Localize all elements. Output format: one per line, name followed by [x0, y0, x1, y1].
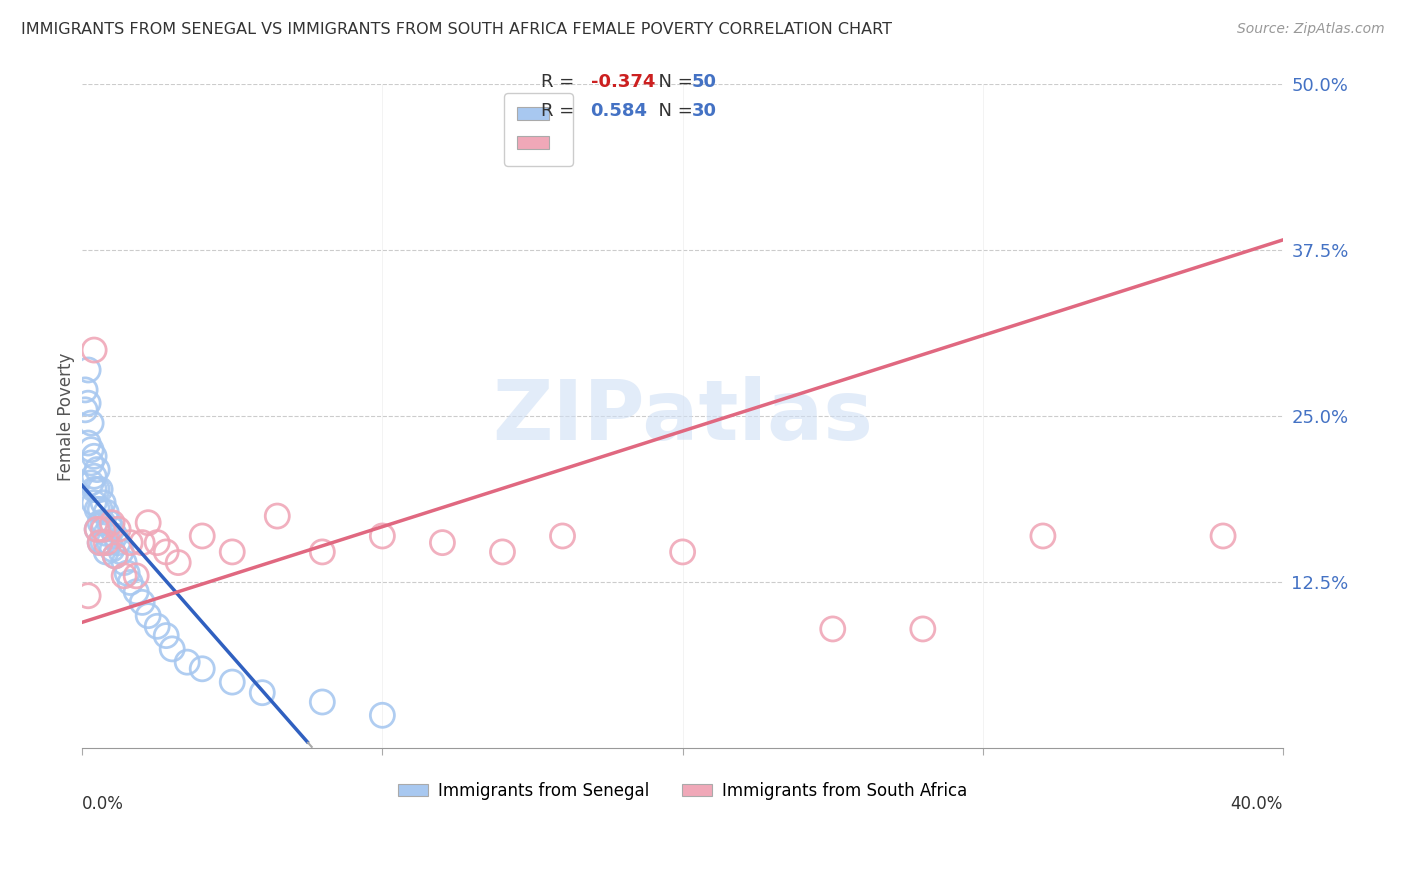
Text: -0.374: -0.374 — [591, 73, 655, 91]
Point — [89, 483, 111, 497]
Point — [191, 662, 214, 676]
Point — [91, 522, 114, 536]
Point — [146, 619, 169, 633]
Point — [110, 545, 132, 559]
Point — [371, 529, 394, 543]
Point — [86, 522, 108, 536]
Point — [146, 535, 169, 549]
Point — [94, 545, 117, 559]
Point — [101, 522, 124, 536]
Text: ZIPatlas: ZIPatlas — [492, 376, 873, 457]
Point — [1212, 529, 1234, 543]
Point — [160, 641, 183, 656]
Point — [221, 545, 243, 559]
Point — [125, 569, 148, 583]
Point — [107, 522, 129, 536]
Text: Source: ZipAtlas.com: Source: ZipAtlas.com — [1237, 22, 1385, 37]
Point — [136, 516, 159, 530]
Point — [432, 535, 454, 549]
Point — [91, 516, 114, 530]
Point — [131, 535, 153, 549]
Point — [131, 595, 153, 609]
Point — [104, 549, 127, 563]
Point — [83, 469, 105, 483]
Point — [1032, 529, 1054, 543]
Text: N =: N = — [647, 73, 699, 91]
Point — [98, 535, 121, 549]
Point — [104, 549, 127, 563]
Point — [266, 509, 288, 524]
Text: 0.584: 0.584 — [591, 102, 648, 120]
Point — [155, 545, 177, 559]
Point — [120, 535, 142, 549]
Point — [101, 516, 124, 530]
Point — [112, 556, 135, 570]
Point — [89, 535, 111, 549]
Legend: Immigrants from Senegal, Immigrants from South Africa: Immigrants from Senegal, Immigrants from… — [391, 775, 974, 806]
Point — [115, 566, 138, 581]
Point — [311, 695, 333, 709]
Point — [89, 535, 111, 549]
Point — [77, 396, 100, 410]
Point — [252, 686, 274, 700]
Text: N =: N = — [647, 102, 699, 120]
Point — [83, 343, 105, 357]
Point — [77, 436, 100, 450]
Point — [191, 529, 214, 543]
Y-axis label: Female Poverty: Female Poverty — [58, 352, 75, 481]
Point — [120, 575, 142, 590]
Point — [80, 475, 103, 490]
Point — [80, 442, 103, 457]
Point — [83, 483, 105, 497]
Point — [101, 542, 124, 557]
Point — [107, 535, 129, 549]
Text: 40.0%: 40.0% — [1230, 795, 1284, 813]
Point — [75, 402, 97, 417]
Point — [112, 569, 135, 583]
Point — [821, 622, 844, 636]
Point — [80, 456, 103, 470]
Text: 0.0%: 0.0% — [82, 795, 124, 813]
Point — [125, 584, 148, 599]
Point — [91, 535, 114, 549]
Point — [551, 529, 574, 543]
Point — [77, 363, 100, 377]
Point — [86, 522, 108, 536]
Point — [94, 505, 117, 519]
Point — [221, 675, 243, 690]
Text: 30: 30 — [692, 102, 717, 120]
Point — [104, 529, 127, 543]
Point — [86, 502, 108, 516]
Point — [155, 629, 177, 643]
Text: IMMIGRANTS FROM SENEGAL VS IMMIGRANTS FROM SOUTH AFRICA FEMALE POVERTY CORRELATI: IMMIGRANTS FROM SENEGAL VS IMMIGRANTS FR… — [21, 22, 891, 37]
Point — [94, 526, 117, 541]
Point — [98, 516, 121, 530]
Point — [911, 622, 934, 636]
Point — [371, 708, 394, 723]
Point — [89, 502, 111, 516]
Point — [136, 608, 159, 623]
Point — [77, 589, 100, 603]
Point — [94, 535, 117, 549]
Point — [311, 545, 333, 559]
Point — [176, 655, 198, 669]
Point — [83, 450, 105, 464]
Point — [80, 416, 103, 430]
Point — [91, 496, 114, 510]
Point — [75, 383, 97, 397]
Point — [86, 462, 108, 476]
Point — [167, 556, 190, 570]
Text: R =: R = — [541, 102, 581, 120]
Text: R =: R = — [541, 73, 581, 91]
Text: 50: 50 — [692, 73, 717, 91]
Point — [86, 483, 108, 497]
Point — [491, 545, 513, 559]
Point — [83, 496, 105, 510]
Point — [672, 545, 695, 559]
Point — [89, 516, 111, 530]
